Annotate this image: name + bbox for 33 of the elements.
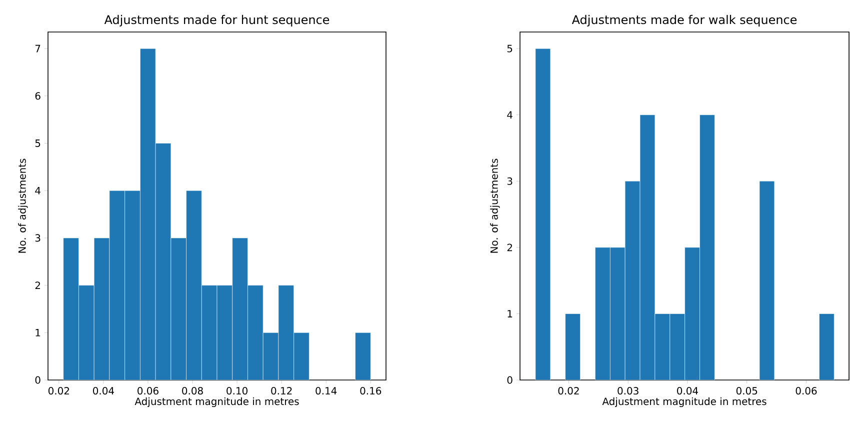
y-tick-label: 3 <box>35 234 40 242</box>
y-tick-label: 5 <box>35 140 40 147</box>
y-tick-label: 6 <box>35 92 40 100</box>
x-tick-label: 0.08 <box>182 387 203 395</box>
x-tick-label: 0.06 <box>796 387 817 395</box>
x-tick-label: 0.02 <box>48 387 70 395</box>
y-tick-label: 7 <box>35 44 40 52</box>
x-tick-label: 0.04 <box>93 387 114 395</box>
y-tick-label: 4 <box>507 111 512 118</box>
x-axis-title: Adjustment magnitude in metres <box>602 397 766 408</box>
x-tick-label: 0.16 <box>360 387 382 395</box>
y-tick-label: 2 <box>35 282 40 289</box>
y-tick-label: 5 <box>507 44 512 52</box>
x-tick-label: 0.14 <box>316 387 337 395</box>
y-tick-label: 0 <box>35 376 40 384</box>
y-tick-label: 2 <box>507 244 512 252</box>
x-tick-label: 0.12 <box>271 387 292 395</box>
x-tick-label: 0.04 <box>677 387 698 395</box>
x-tick-label: 0.02 <box>558 387 579 395</box>
y-axis-title: No. of adjustments <box>490 158 500 253</box>
x-axis-title: Adjustment magnitude in metres <box>134 397 299 408</box>
x-tick-label: 0.10 <box>226 387 248 395</box>
y-tick-label: 1 <box>36 329 40 336</box>
x-tick-label: 0.03 <box>618 387 638 395</box>
x-tick-label: 0.05 <box>736 387 758 395</box>
y-tick-label: 0 <box>507 376 512 384</box>
y-tick-label: 1 <box>508 310 512 318</box>
y-axis-title: No. of adjustments <box>18 158 28 253</box>
x-tick-label: 0.06 <box>138 387 158 395</box>
chart-title: Adjustments made for hunt sequence <box>104 14 330 26</box>
y-tick-label: 4 <box>35 186 40 194</box>
chart-title: Adjustments made for walk sequence <box>572 14 797 26</box>
y-tick-label: 3 <box>507 177 512 185</box>
